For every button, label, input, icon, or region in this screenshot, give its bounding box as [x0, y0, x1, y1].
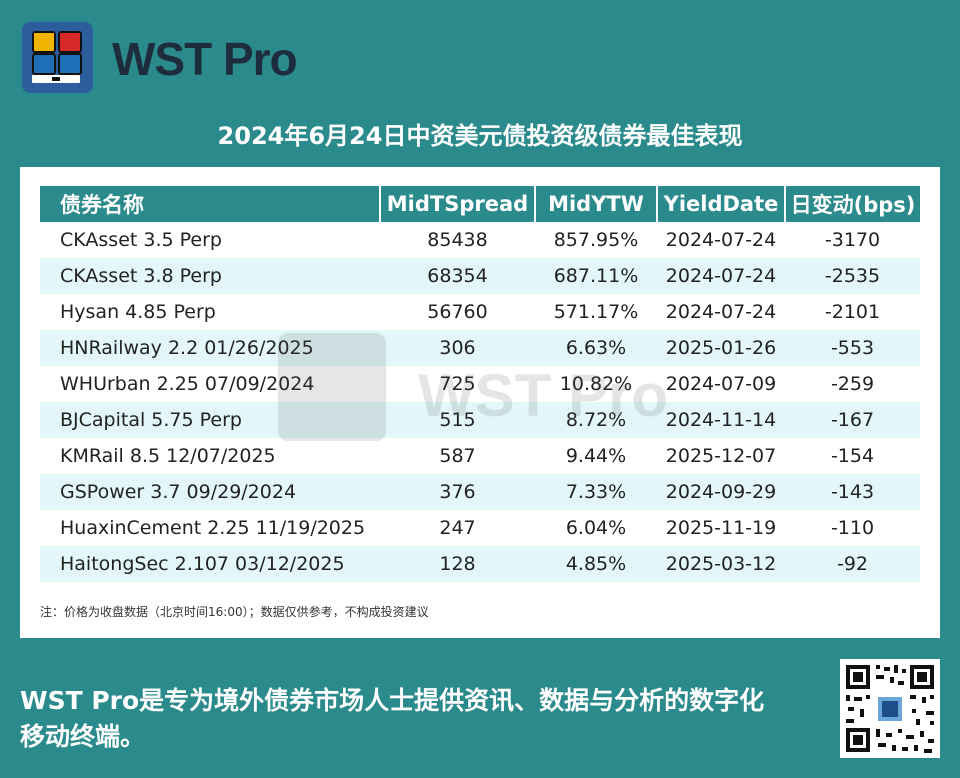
table-cell: 2025-01-26	[657, 330, 785, 366]
table-cell: GSPower 3.7 09/29/2024	[40, 474, 380, 510]
table-cell: -2101	[824, 301, 881, 323]
table-cell: 2024-11-14	[657, 402, 785, 438]
table-cell: 2024-07-24	[665, 229, 777, 251]
column-header: 日变动(bps)	[784, 186, 920, 222]
table-cell: 6.04%	[565, 517, 627, 539]
table-cell: HuaxinCement 2.25 11/19/2025	[60, 517, 366, 539]
column-header: 债券名称	[40, 186, 380, 222]
table-row: CKAsset 3.8 Perp 68354 687.11% 2024-07-24 -2…	[40, 258, 920, 294]
table-row: CKAsset 3.5 Perp 85438 857.95% 2024-07-24 -3…	[40, 222, 920, 258]
table-cell: 587	[439, 445, 476, 467]
table-row: HuaxinCement 2.25 11/19/2025 247 6.04% 2025…	[40, 510, 920, 546]
page-title: 2024年6月24日中资美元债投资级债券最佳表现	[217, 122, 743, 150]
table-cell: 857.95%	[553, 229, 639, 251]
table-cell: 2024-07-24	[665, 301, 777, 323]
table-cell: 56760	[427, 301, 488, 323]
table-cell: 68354	[380, 258, 535, 294]
qr-code-icon	[840, 659, 940, 758]
table-row: HNRailway 2.2 01/26/2025 306 6.63% 2025-01-…	[40, 330, 920, 366]
table-cell: -143	[785, 474, 920, 510]
table-cell: -110	[830, 517, 875, 539]
table-cell: 725	[439, 373, 476, 395]
table-cell: 306	[380, 330, 535, 366]
disclaimer-note: 注：价格为收盘数据（北京时间16:00）；数据仅供参考，不构成投资建议	[40, 605, 429, 619]
table-cell: HNRailway 2.2 01/26/2025	[40, 330, 380, 366]
table-cell: CKAsset 3.5 Perp	[60, 229, 222, 251]
table-cell: 2025-11-19	[665, 517, 777, 539]
table-panel: 债券名称 MidTSpread MidYTW YieldDate 日变动(bps…	[20, 167, 940, 638]
wst-logo-icon	[22, 22, 93, 93]
table-cell: 2024-07-24	[657, 258, 785, 294]
brand-name: WST Pro	[112, 33, 298, 85]
table-row: KMRail 8.5 12/07/2025 587 9.44% 2025-12-07 -…	[40, 438, 920, 474]
table-cell: -2535	[785, 258, 920, 294]
column-header: YieldDate	[656, 186, 785, 222]
table-cell: 376	[380, 474, 535, 510]
table-cell: BJCapital 5.75 Perp	[40, 402, 380, 438]
table-cell: 7.33%	[535, 474, 657, 510]
footer-slogan: WST Pro是专为境外债券市场人士提供资讯、数据与分析的数字化移动终端。	[20, 686, 765, 751]
table-cell: WHUrban 2.25 07/09/2024	[60, 373, 315, 395]
table-cell: 571.17%	[553, 301, 639, 323]
table-cell: -3170	[824, 229, 881, 251]
table-cell: CKAsset 3.8 Perp	[40, 258, 380, 294]
table-cell: -92	[785, 546, 920, 582]
table-row: GSPower 3.7 09/29/2024 376 7.33% 2024-09-29…	[40, 474, 920, 510]
table-cell: 85438	[427, 229, 488, 251]
table-row: BJCapital 5.75 Perp 515 8.72% 2024-11-14 -16…	[40, 402, 920, 438]
table-header-row: 债券名称 MidTSpread MidYTW YieldDate 日变动(bps…	[40, 186, 920, 222]
table-cell: 2024-07-09	[665, 373, 777, 395]
table-row: Hysan 4.85 Perp 56760 571.17% 2024-07-24 -21…	[40, 294, 920, 330]
table-cell: 2025-03-12	[657, 546, 785, 582]
column-header: MidTSpread	[379, 186, 535, 222]
table-cell: Hysan 4.85 Perp	[60, 301, 216, 323]
table-cell: -154	[830, 445, 875, 467]
table-cell: 247	[439, 517, 476, 539]
table-cell: 4.85%	[535, 546, 657, 582]
table-row: HaitongSec 2.107 03/12/2025 128 4.85% 2025-…	[40, 546, 920, 582]
table-cell: 10.82%	[559, 373, 633, 395]
table-cell: 2024-09-29	[657, 474, 785, 510]
table-row: WHUrban 2.25 07/09/2024 725 10.82% 2024-07-…	[40, 366, 920, 402]
table-cell: 8.72%	[535, 402, 657, 438]
table-cell: -167	[785, 402, 920, 438]
table-cell: 128	[380, 546, 535, 582]
table-cell: 6.63%	[535, 330, 657, 366]
table-cell: 9.44%	[565, 445, 627, 467]
table-cell: KMRail 8.5 12/07/2025	[60, 445, 276, 467]
table-cell: 515	[380, 402, 535, 438]
table-cell: HaitongSec 2.107 03/12/2025	[40, 546, 380, 582]
table-cell: -553	[785, 330, 920, 366]
bond-table: 债券名称 MidTSpread MidYTW YieldDate 日变动(bps…	[40, 186, 920, 582]
table-cell: 687.11%	[535, 258, 657, 294]
table-cell: 2025-12-07	[665, 445, 777, 467]
column-header: MidYTW	[534, 186, 657, 222]
table-cell: -259	[830, 373, 875, 395]
